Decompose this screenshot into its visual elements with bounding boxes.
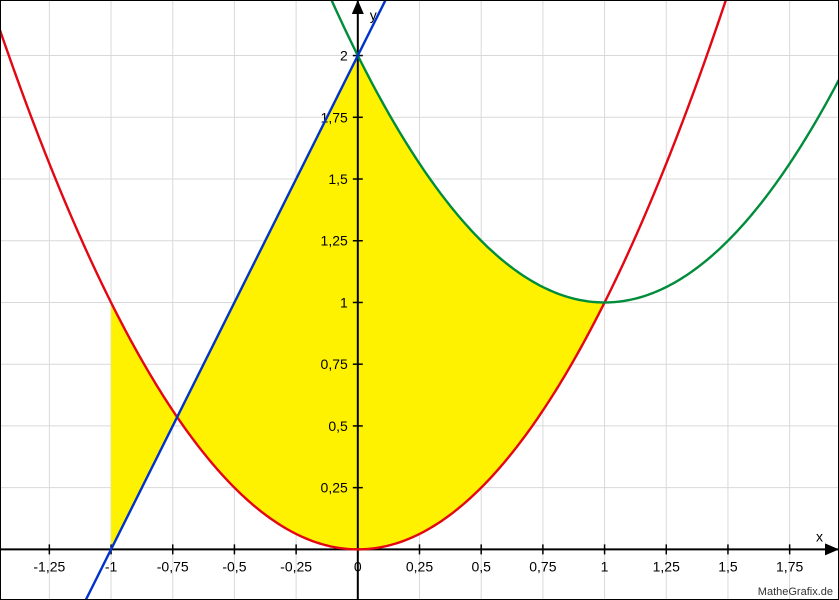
x-tick-label: 1,5 [718,558,738,574]
x-tick-label: -0,5 [222,558,246,574]
y-tick-label: 1 [340,294,348,310]
y-tick-label: 0,75 [321,356,348,372]
x-tick-label: -0,75 [157,558,189,574]
x-tick-label: 1 [601,558,609,574]
y-tick-label: 0,25 [321,480,348,496]
y-tick-label: 2 [340,48,348,64]
y-tick-label: 1,5 [328,171,348,187]
x-tick-label: -1,25 [33,558,65,574]
y-tick-label: 0,5 [328,418,348,434]
x-tick-label: 1,25 [653,558,680,574]
coordinate-chart: xy-1,25-1-0,75-0,5-0,2500,250,50,7511,25… [0,0,839,600]
x-tick-label: 0,75 [529,558,556,574]
x-tick-label: 0 [354,558,362,574]
y-tick-label: 1,25 [321,233,348,249]
x-tick-label: 0,5 [471,558,491,574]
x-tick-label: 1,75 [776,558,803,574]
x-tick-label: -0,25 [280,558,312,574]
x-tick-label: 0,25 [406,558,433,574]
x-axis-label: x [816,528,823,544]
x-tick-label: -1 [105,558,118,574]
attribution-label: MatheGrafix.de [758,586,833,598]
